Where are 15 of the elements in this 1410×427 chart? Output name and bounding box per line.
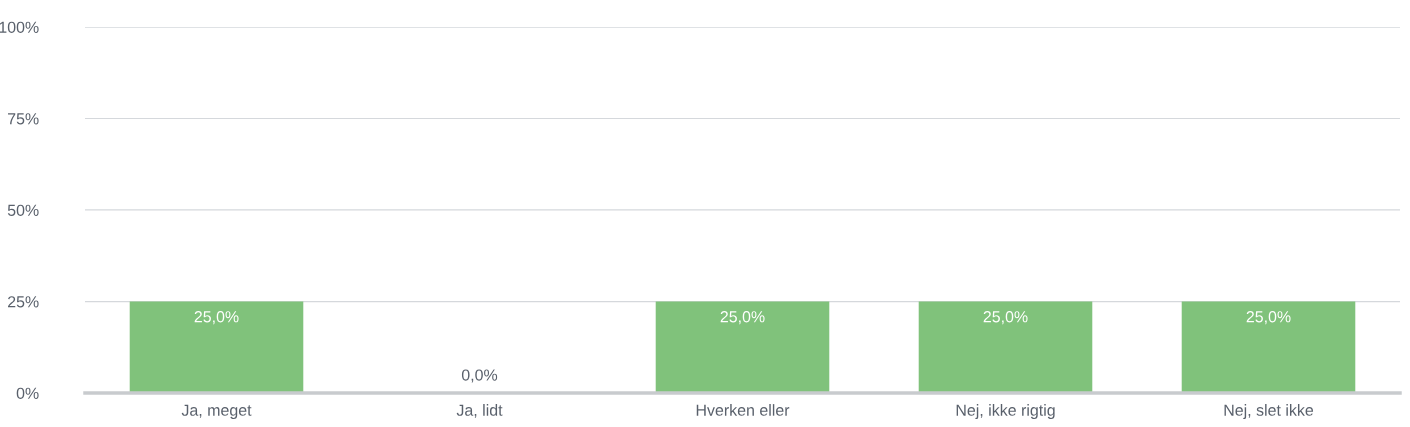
data-label: 25,0% <box>194 311 239 325</box>
x-tick-label: Ja, lidt <box>456 404 503 418</box>
x-tick-label: Nej, ikke rigtig <box>956 404 1055 419</box>
x-tick-label: Ja, meget <box>181 404 252 419</box>
y-tick-label: 0% <box>16 387 39 399</box>
y-tick-label: 25% <box>8 296 39 308</box>
x-tick-label: Nej, slet ikke <box>1224 404 1314 419</box>
data-label: 25,0% <box>720 311 765 325</box>
data-label: 25,0% <box>983 311 1028 325</box>
data-label: 25,0% <box>1246 311 1291 325</box>
y-tick-label: 75% <box>8 113 39 125</box>
y-tick-label: 50% <box>7 204 39 216</box>
y-tick-label: 100% <box>0 21 39 33</box>
data-label: 0,0% <box>461 369 498 383</box>
x-tick-label: Hverken eller <box>696 404 790 416</box>
